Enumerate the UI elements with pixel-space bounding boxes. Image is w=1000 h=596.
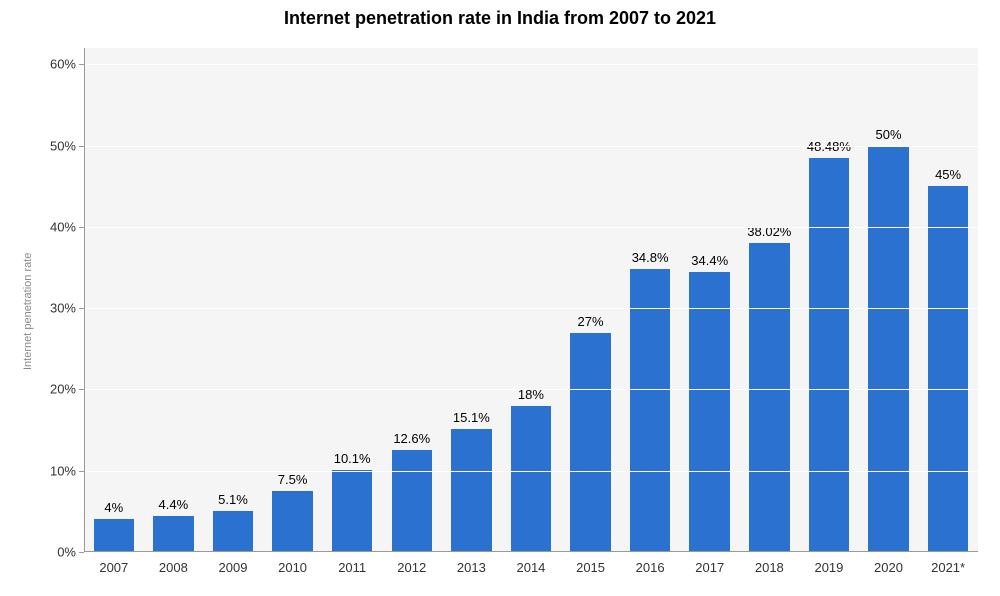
ytick-label: 30% [50,301,84,316]
chart-title: Internet penetration rate in India from … [0,8,1000,29]
bar-slot: 4%2007 [84,48,144,552]
bar-value-label: 34.8% [632,250,669,269]
bar-value-label: 7.5% [278,472,308,491]
bar-slot: 7.5%2010 [263,48,323,552]
bar-slot: 15.1%2013 [442,48,502,552]
bar-value-label: 50% [875,127,901,146]
bar-slot: 38.02%2018 [740,48,800,552]
bar-slot: 48.48%2019 [799,48,859,552]
xtick-label: 2010 [278,552,307,575]
bar: 7.5% [272,491,313,552]
plot-area: 4%20074.4%20085.1%20097.5%201010.1%20111… [84,48,978,552]
xtick-label: 2011 [338,552,366,575]
bar: 12.6% [392,450,433,552]
bar-slot: 12.6%2012 [382,48,442,552]
bar: 4.4% [153,516,194,552]
gridline [84,227,978,228]
gridline [84,146,978,147]
xtick-label: 2016 [636,552,665,575]
bar: 27% [570,333,611,552]
x-axis-line [84,551,978,552]
xtick-label: 2009 [219,552,248,575]
y-axis-label: Internet penetration rate [22,253,34,370]
gridline [84,64,978,65]
xtick-label: 2019 [814,552,843,575]
xtick-label: 2018 [755,552,784,575]
bar-value-label: 5.1% [218,492,248,511]
bar-slot: 45%2021* [918,48,978,552]
bar: 10.1% [332,470,373,552]
xtick-label: 2012 [397,552,426,575]
bar: 5.1% [213,511,254,552]
ytick-label: 0% [57,545,84,560]
bar: 15.1% [451,429,492,552]
bar: 45% [928,186,969,552]
xtick-label: 2017 [695,552,724,575]
bar: 38.02% [749,243,790,552]
bar-value-label: 34.4% [691,253,728,272]
ytick-label: 20% [50,382,84,397]
bar-slot: 34.8%2016 [620,48,680,552]
gridline [84,308,978,309]
bar-value-label: 10.1% [334,451,371,470]
bar: 34.4% [689,272,730,552]
ytick-label: 50% [50,138,84,153]
bar-value-label: 15.1% [453,410,490,429]
bar-value-label: 4% [104,500,123,519]
bar-slot: 18%2014 [501,48,561,552]
gridline [84,389,978,390]
ytick-label: 60% [50,57,84,72]
xtick-label: 2021* [931,552,965,575]
chart-container: Internet penetration rate in India from … [0,0,1000,596]
bar: 50% [868,146,909,552]
bar-value-label: 12.6% [393,431,430,450]
bar: 4% [94,519,135,552]
bar: 18% [511,406,552,552]
xtick-label: 2013 [457,552,486,575]
ytick-label: 40% [50,219,84,234]
bar-slot: 27%2015 [561,48,621,552]
xtick-label: 2014 [516,552,545,575]
bar: 48.48% [809,158,850,552]
bar-slot: 10.1%2011 [322,48,382,552]
bar-value-label: 4.4% [159,497,189,516]
bar-slot: 50%2020 [859,48,919,552]
gridline [84,552,978,553]
xtick-label: 2008 [159,552,188,575]
bar-slot: 5.1%2009 [203,48,263,552]
xtick-label: 2015 [576,552,605,575]
bar-value-label: 27% [578,314,604,333]
xtick-label: 2007 [99,552,128,575]
y-axis-line [84,48,85,552]
bar: 34.8% [630,269,671,552]
bar-value-label: 48.48% [807,139,851,158]
xtick-label: 2020 [874,552,903,575]
bars-group: 4%20074.4%20085.1%20097.5%201010.1%20111… [84,48,978,552]
bar-slot: 34.4%2017 [680,48,740,552]
bar-value-label: 45% [935,167,961,186]
gridline [84,471,978,472]
ytick-label: 10% [50,463,84,478]
bar-slot: 4.4%2008 [144,48,204,552]
